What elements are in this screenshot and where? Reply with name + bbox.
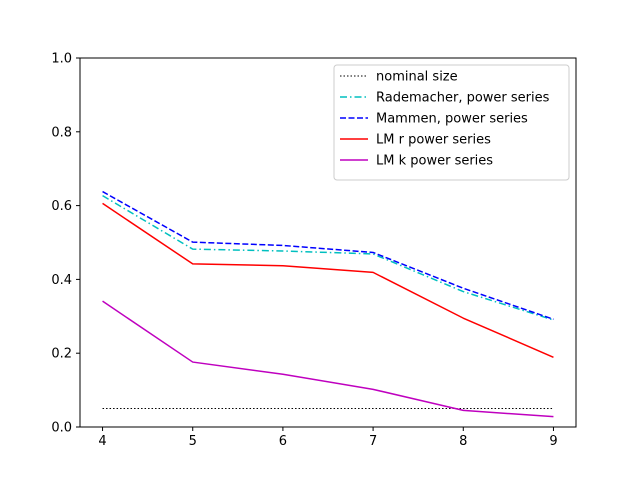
x-tick-label: 6 (279, 434, 287, 449)
series-line-4 (102, 202, 554, 358)
legend: nominal size Rademacher, power series Mamm… (333, 64, 570, 181)
y-axis: 0.0 0.2 0.4 0.6 0.8 1.0 (51, 52, 80, 436)
y-tick-label: 0.4 (51, 273, 72, 288)
x-tick-label: 5 (189, 434, 197, 449)
legend-label-4: LM r power series (376, 133, 491, 148)
legend-label-2: Rademacher, power series (376, 91, 550, 106)
legend-label-5: LM k power series (376, 154, 493, 169)
y-tick-label: 1.0 (51, 52, 72, 67)
y-tick-label: 0.0 (51, 421, 72, 436)
series-lines (102, 190, 554, 418)
legend-label-1: nominal size (376, 70, 458, 85)
x-axis: 4 5 6 7 8 9 (98, 427, 558, 449)
series-line-3 (102, 190, 554, 320)
series-line-2 (102, 194, 554, 321)
series-line-5 (102, 300, 554, 418)
x-tick-label: 4 (98, 434, 106, 449)
y-tick-label: 0.6 (51, 199, 72, 214)
x-tick-label: 9 (549, 434, 557, 449)
legend-label-3: Mammen, power series (376, 112, 528, 127)
x-tick-label: 8 (459, 434, 467, 449)
x-tick-label: 7 (369, 434, 377, 449)
legend-box (333, 64, 570, 181)
y-tick-label: 0.8 (51, 125, 72, 140)
y-tick-label: 0.2 (51, 347, 72, 362)
plot-frame (79, 57, 577, 428)
